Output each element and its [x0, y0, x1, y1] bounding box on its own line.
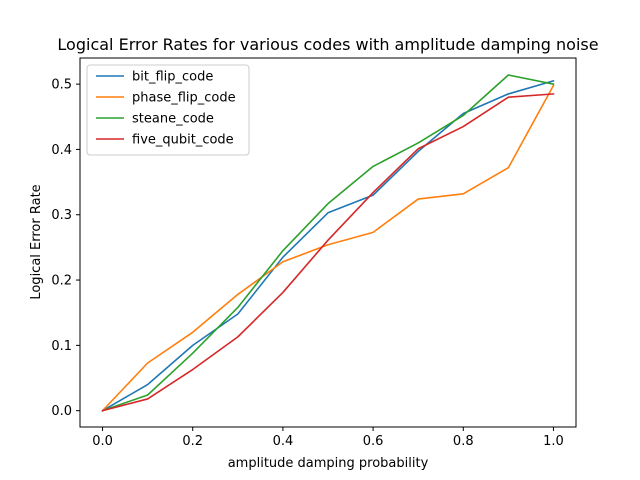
x-axis-ticks: 0.0 0.2 0.4 0.6 0.8 1.0	[92, 427, 564, 449]
legend-label: five_qubit_code	[132, 133, 234, 148]
y-tick-label: 0.2	[51, 274, 72, 289]
legend-label: steane_code	[132, 112, 214, 127]
series-line-steane-code	[101, 74, 555, 412]
y-axis-label: Logical Error Rate	[29, 184, 44, 299]
y-tick-label: 0.3	[51, 208, 72, 223]
x-tick-label: 0.0	[92, 434, 113, 449]
x-axis-label: amplitude damping probability	[228, 456, 429, 471]
x-tick-label: 0.4	[273, 434, 294, 449]
y-tick-label: 0.5	[51, 78, 72, 93]
x-tick-label: 0.8	[453, 434, 474, 449]
chart-title: Logical Error Rates for various codes wi…	[57, 35, 598, 54]
legend: bit_flip_code phase_flip_code steane_codef…	[86, 64, 250, 156]
legend-label: phase_flip_code	[132, 91, 236, 106]
series-lines	[101, 74, 555, 412]
y-axis-ticks: 0.0 0.1 0.2 0.3 0.4 0.5	[51, 78, 80, 419]
x-tick-label: 1.0	[543, 434, 564, 449]
y-tick-label: 0.0	[51, 404, 72, 419]
legend-box	[86, 64, 250, 156]
series-line-bit-flip-code	[101, 79, 555, 412]
y-tick-label: 0.4	[51, 143, 72, 158]
x-tick-label: 0.6	[363, 434, 384, 449]
x-tick-label: 0.2	[182, 434, 203, 449]
series-line-phase-flip-code	[101, 84, 555, 412]
series-line-five-qubit-code	[101, 93, 555, 412]
y-tick-label: 0.1	[51, 339, 72, 354]
legend-label: bit_flip_code	[132, 70, 213, 85]
plot-frame	[79, 57, 577, 428]
